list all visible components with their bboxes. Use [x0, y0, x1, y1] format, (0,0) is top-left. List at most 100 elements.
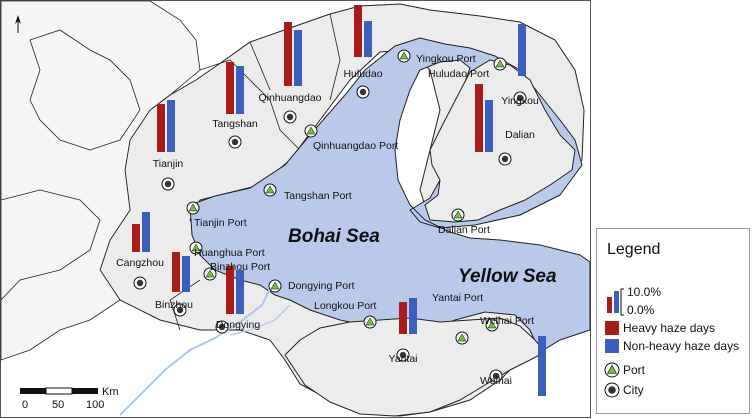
legend-city-icon [604, 382, 620, 398]
city-label-yantai: Yantai [389, 353, 418, 365]
port-icon-longkou-port [365, 317, 375, 326]
bar-nonheavy-dalian [485, 100, 493, 152]
bar-nonheavy-dongying [236, 270, 244, 314]
bar-heavy-dalian [475, 84, 483, 152]
bar-heavy-yantai [399, 302, 407, 334]
port-label-tangshan-port: Tangshan Port [284, 190, 352, 202]
bar-heavy-tianjin [157, 104, 165, 152]
city-dot-yingkou [516, 94, 524, 102]
bar-heavy-huludao [354, 5, 362, 57]
port-icon-huanghua-port [191, 243, 201, 252]
city-label-dongying: Dongying [216, 319, 261, 331]
bohai-sea-label: Bohai Sea [288, 226, 380, 247]
yellow-sea-label: Yellow Sea [458, 266, 557, 287]
city-label-qinhuangdao: Qinhuangdao [258, 92, 321, 104]
legend-scale-heavy-bar [607, 297, 612, 313]
city-dot-tianjin [164, 180, 172, 188]
port-icon-tangshan-port [265, 185, 275, 194]
city-label-cangzhou: Cangzhou [116, 257, 164, 269]
legend-scale-bracket [620, 288, 624, 316]
scale-tick-0: 0 [22, 399, 28, 411]
legend-port-label: Port [623, 363, 646, 377]
bar-nonheavy-tianjin [167, 100, 175, 152]
port-icon-dalian-port [453, 210, 463, 219]
city-label-yingkou: Yingkou [501, 95, 539, 107]
yellow-river [119, 284, 273, 416]
inner-border-1 [29, 29, 141, 151]
port-icon-yantai-port [457, 333, 467, 342]
legend-scale-nonheavy-bar [614, 291, 619, 313]
bar-heavy-tangshan [226, 62, 234, 114]
bar-nonheavy-weihai [538, 336, 546, 396]
port-label-yantai-port: Yantai Port [432, 292, 483, 304]
bar-nonheavy-binzhou [182, 256, 190, 292]
bar-heavy-binzhou [172, 252, 180, 292]
port-icon-yingkou-port [399, 51, 409, 60]
port-label-qinhuangdao-port: Qinhuangdao Port [313, 140, 398, 152]
port-icon-qinhuangdao-port [306, 126, 316, 135]
bar-nonheavy-yantai [409, 298, 417, 334]
legend-nonheavy-label: Non-heavy haze days [623, 339, 740, 353]
scale-tick-100: 100 [86, 399, 104, 411]
port-label-yingkou-port: Yingkou Port [416, 53, 476, 65]
port-icon-huludao-port [495, 59, 505, 68]
ports-layer: Yingkou Port Huludao Port Qinhuangdao Port… [186, 49, 534, 345]
city-dot-dongying [218, 323, 226, 331]
scale-bar: Km 0 50 100 [20, 386, 119, 411]
port-icon-binzhou-port [205, 269, 215, 278]
city-dot-huludao [359, 88, 367, 96]
outer-land [0, 0, 201, 361]
port-label-tianjin-port: Tianjin Port [194, 217, 247, 229]
port-label-weihai-port: Weihai Port [480, 315, 534, 327]
city-dot-binzhou [176, 306, 184, 314]
scale-tick-50: 50 [52, 399, 64, 411]
port-label-binzhou-port: Binzhou Port [210, 261, 270, 273]
bar-heavy-cangzhou [132, 224, 140, 252]
city-label-dalian: Dalian [505, 129, 535, 141]
port-label-longkou-port: Longkou Port [314, 300, 377, 312]
port-label-dongying-port: Dongying Port [288, 280, 355, 292]
legend-city-label: City [623, 383, 644, 397]
legend: Legend 10.0% 0.0% Heavy haze days Non-he… [596, 228, 750, 414]
legend-heavy-label: Heavy haze days [623, 321, 716, 335]
port-icon-tianjin-port [188, 203, 198, 212]
river-branch [229, 304, 291, 336]
city-dot-cangzhou [136, 279, 144, 287]
city-label-binzhou: Binzhou [155, 299, 193, 311]
liaodong-peninsula [424, 59, 576, 223]
bar-nonheavy-cangzhou [142, 212, 150, 252]
bar-heavy-dongying [226, 266, 234, 314]
city-dot-qinhuangdao [286, 113, 294, 121]
city-dot-weihai [492, 372, 500, 380]
bar-nonheavy-huludao [364, 21, 372, 57]
legend-heavy-swatch [605, 321, 619, 335]
cities-layer: Huludao Qinhuangdao Tangshan Tianjin Cangzho… [116, 68, 539, 387]
legend-scale-min: 0.0% [627, 303, 655, 317]
city-dot-dalian [501, 155, 509, 163]
north-arrow-icon [15, 15, 21, 33]
city-dot-yantai [399, 351, 407, 359]
city-label-tangshan: Tangshan [212, 118, 258, 130]
map-canvas: Bohai Sea Yellow Sea Km 0 50 100 Yingkou… [0, 0, 591, 418]
inner-border-2 [0, 189, 101, 301]
port-label-huludao-port: Huludao Port [428, 68, 489, 80]
port-icon-dongying-port [270, 281, 280, 290]
port-label-huanghua-port: Huanghua Port [194, 247, 265, 259]
bar-nonheavy-yingkou [518, 24, 526, 76]
legend-nonheavy-swatch [605, 339, 619, 353]
bar-heavy-qinhuangdao [284, 22, 292, 86]
legend-title: Legend [607, 241, 661, 258]
port-label-dalian-port: Dalian Port [438, 224, 490, 236]
bar-nonheavy-tangshan [236, 66, 244, 114]
city-label-tianjin: Tianjin [153, 158, 184, 170]
city-label-huludao: Huludao [343, 68, 382, 80]
city-dot-tangshan [231, 138, 239, 146]
scale-unit: Km [102, 386, 119, 398]
bar-nonheavy-qinhuangdao [294, 30, 302, 86]
legend-port-icon [604, 362, 620, 378]
bars-layer [132, 5, 546, 396]
city-label-weihai: Weihai [480, 375, 512, 387]
legend-scale-max: 10.0% [627, 285, 662, 299]
port-icon-weihai-port [487, 320, 497, 329]
